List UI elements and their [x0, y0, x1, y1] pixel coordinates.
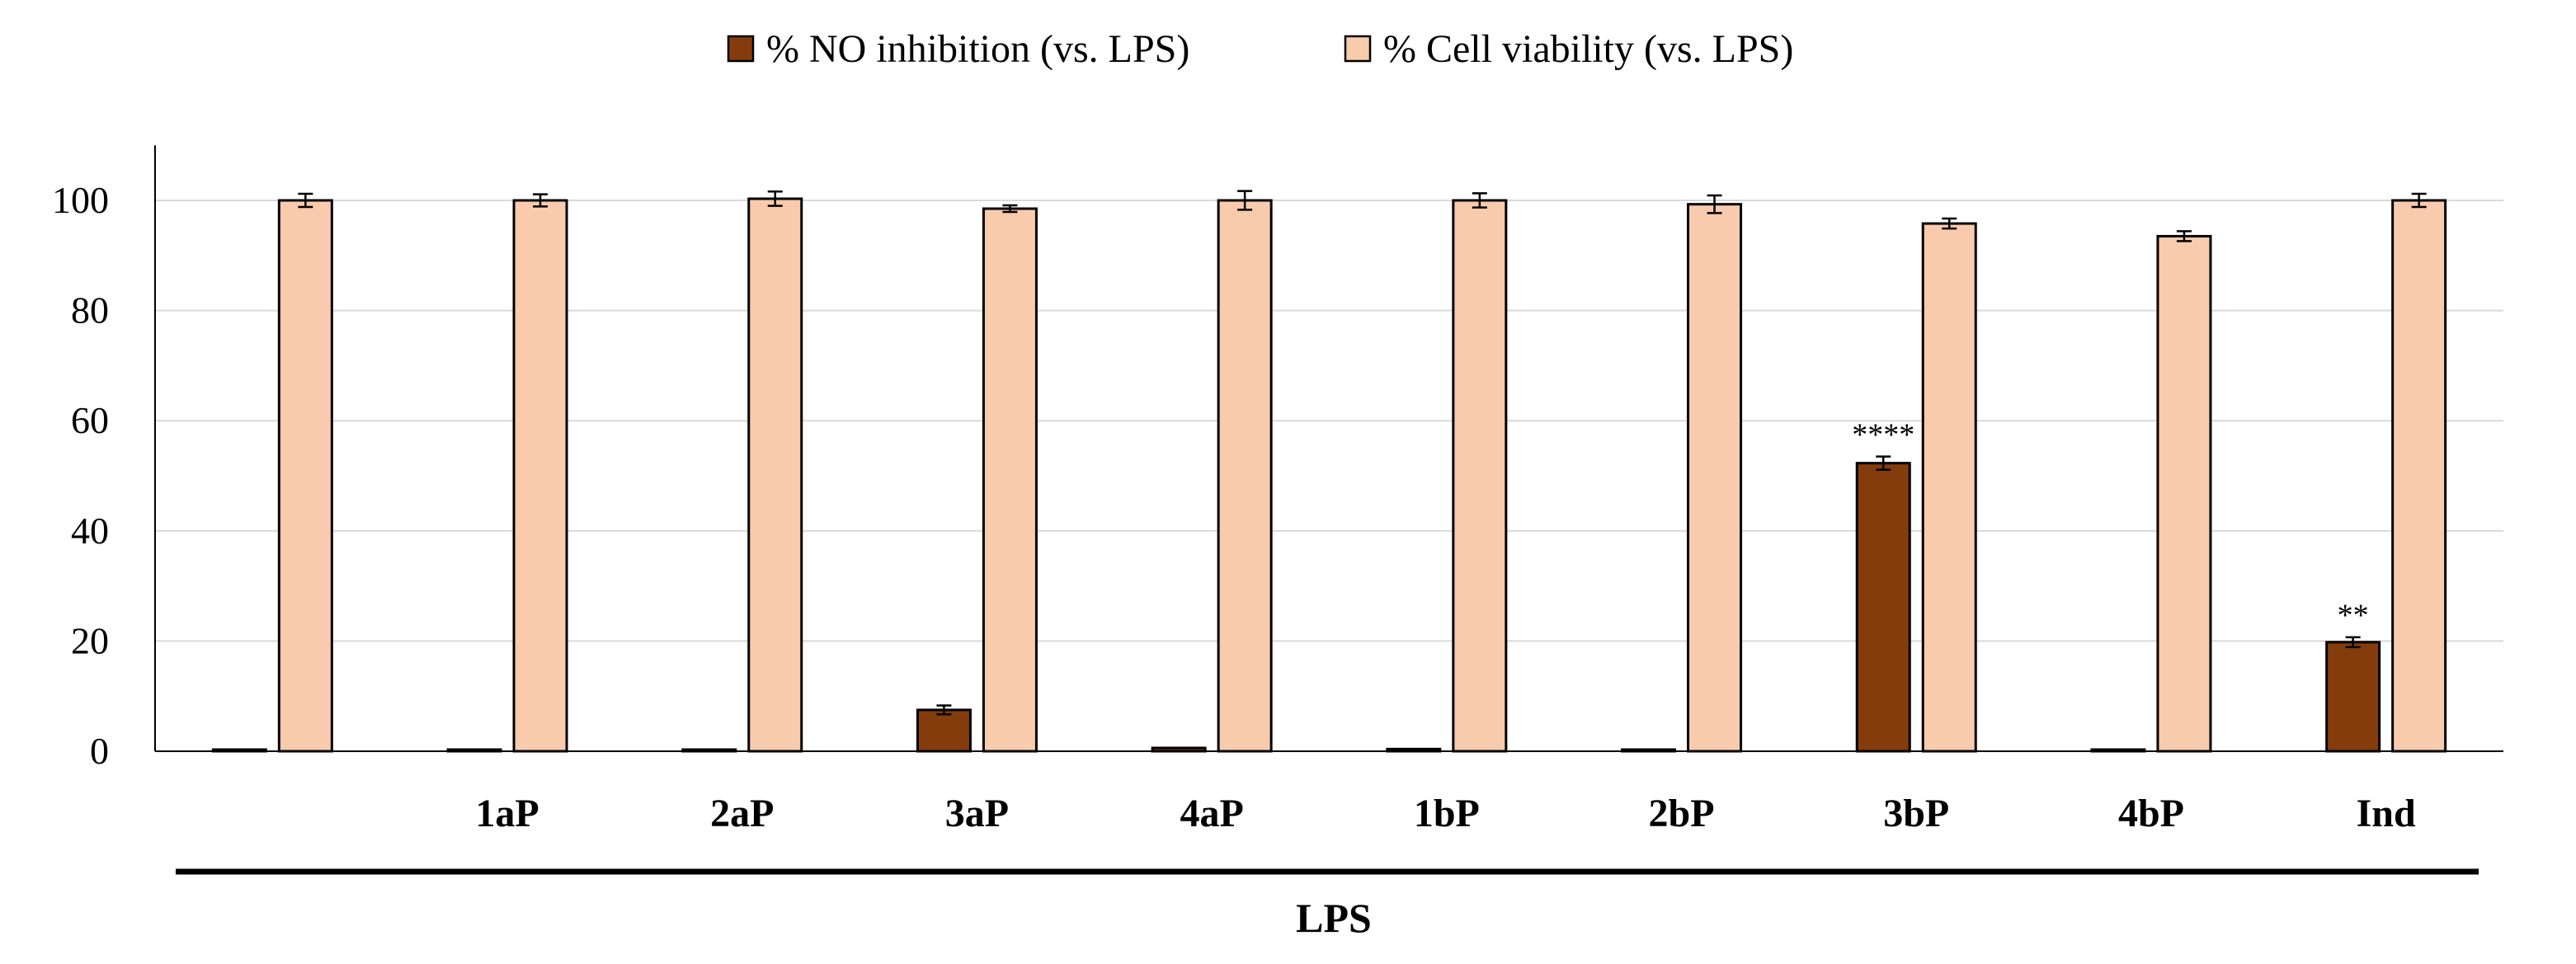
- error-bar: [1707, 194, 1722, 214]
- x-category-label: 3aP: [945, 792, 1009, 835]
- error-bar: [1942, 217, 1957, 230]
- legend-item: % Cell viability (vs. LPS): [1344, 27, 1793, 71]
- error-bars: [298, 190, 2427, 716]
- x-axis-categories: 1aP 2aP 3aP 4aP 1bP 2bP 3bP 4bP Ind: [475, 792, 2416, 835]
- bar-cell-viability: [982, 207, 1038, 753]
- error-bar: [936, 704, 952, 716]
- bars: [211, 197, 2447, 753]
- gridlines: [155, 200, 2503, 642]
- error-bar: [767, 190, 783, 207]
- y-tick-label: 0: [90, 730, 109, 772]
- bar-no-inhibition: [916, 708, 972, 753]
- error-bar: [2345, 636, 2361, 648]
- y-tick-label: 100: [52, 179, 109, 221]
- x-category-label: 4bP: [2118, 792, 2184, 835]
- bar-cell-viability: [512, 199, 568, 753]
- significance-annotations: ******: [1852, 418, 2368, 633]
- legend: % NO inhibition (vs. LPS) % Cell viabilit…: [727, 27, 1793, 71]
- bar-cell-viability: [2391, 199, 2447, 753]
- legend-item: % NO inhibition (vs. LPS): [727, 27, 1189, 71]
- error-bar: [2411, 192, 2427, 209]
- x-category-label: Ind: [2357, 792, 2416, 835]
- error-bar: [1237, 190, 1253, 211]
- x-category-label: 1aP: [475, 792, 539, 835]
- y-tick-label: 20: [71, 619, 109, 661]
- y-tick-label: 60: [71, 399, 109, 441]
- error-bar: [1472, 192, 1487, 209]
- bar-cell-viability: [1217, 199, 1273, 753]
- y-tick-label: 40: [71, 510, 109, 552]
- x-category-label: 3bP: [1883, 792, 1949, 835]
- legend-label: % Cell viability (vs. LPS): [1383, 27, 1793, 71]
- bar-cell-viability: [747, 197, 803, 753]
- bar-cell-viability: [1921, 222, 1977, 753]
- x-category-label: 4aP: [1180, 792, 1243, 835]
- x-category-label: 2aP: [710, 792, 774, 835]
- error-bar: [1002, 204, 1018, 214]
- y-tick-label: 80: [71, 289, 109, 332]
- legend-swatch: [1344, 35, 1372, 63]
- x-category-label: 2bP: [1649, 792, 1715, 835]
- x-category-label: 1bP: [1414, 792, 1480, 835]
- significance-label: ****: [1852, 418, 1914, 453]
- legend-label: % NO inhibition (vs. LPS): [766, 27, 1189, 71]
- bar-cell-viability: [2156, 234, 2212, 753]
- bar-no-inhibition: [1855, 462, 1911, 753]
- bar-cell-viability: [1452, 199, 1508, 753]
- error-bar: [298, 192, 313, 209]
- lps-group-label: LPS: [1296, 895, 1372, 941]
- significance-label: **: [2338, 599, 2369, 633]
- bar-cell-viability: [277, 199, 333, 753]
- bar-no-inhibition: [2325, 641, 2381, 753]
- bar-cell-viability: [1687, 203, 1743, 753]
- error-bar: [533, 193, 549, 208]
- error-bar: [1876, 455, 1891, 471]
- y-axis-ticks: 0 20 40 60 80 100: [52, 179, 109, 772]
- error-bar: [2176, 230, 2192, 242]
- legend-swatch: [727, 35, 755, 63]
